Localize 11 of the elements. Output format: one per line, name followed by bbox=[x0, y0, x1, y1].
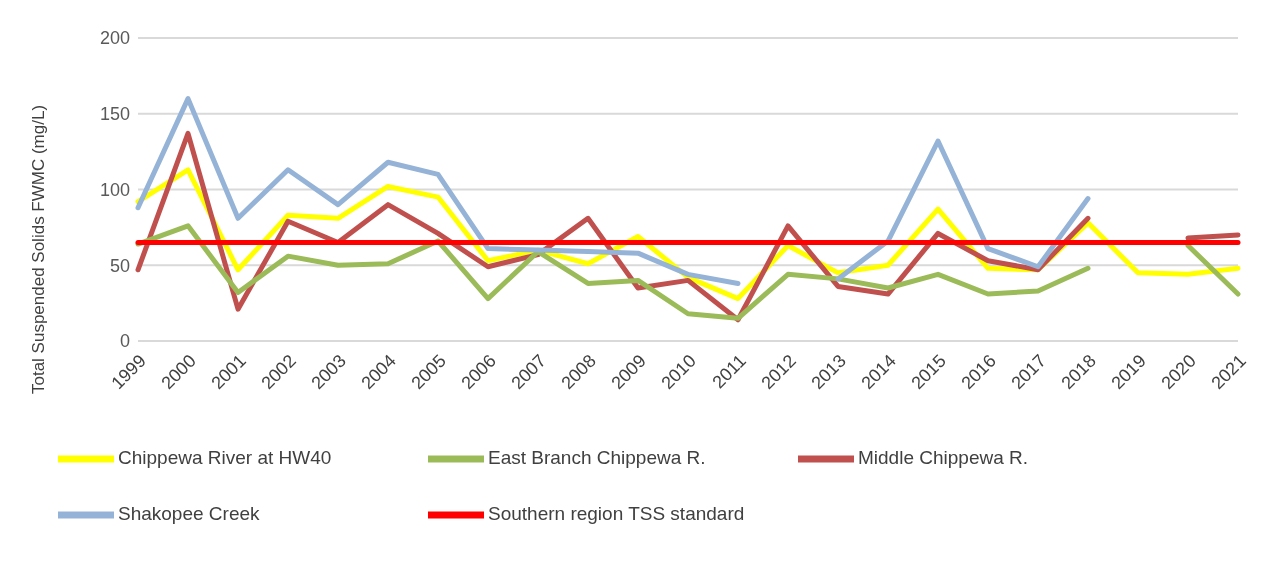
legend-label: Southern region TSS standard bbox=[488, 502, 746, 526]
y-tick-label: 200 bbox=[99, 28, 130, 49]
y-tick-label: 100 bbox=[99, 179, 130, 200]
y-tick-label: 150 bbox=[99, 104, 130, 125]
y-tick-label: 50 bbox=[109, 255, 130, 276]
legend-label: East Branch Chippewa R. bbox=[488, 446, 707, 470]
y-tick-label: 0 bbox=[119, 331, 130, 352]
y-axis-title: Total Suspended Solids FWMC (mg/L) bbox=[29, 104, 49, 395]
legend-label: Chippewa River at HW40 bbox=[118, 446, 333, 470]
legend-label: Middle Chippewa R. bbox=[858, 446, 1030, 470]
legend-label: Shakopee Creek bbox=[118, 502, 261, 526]
